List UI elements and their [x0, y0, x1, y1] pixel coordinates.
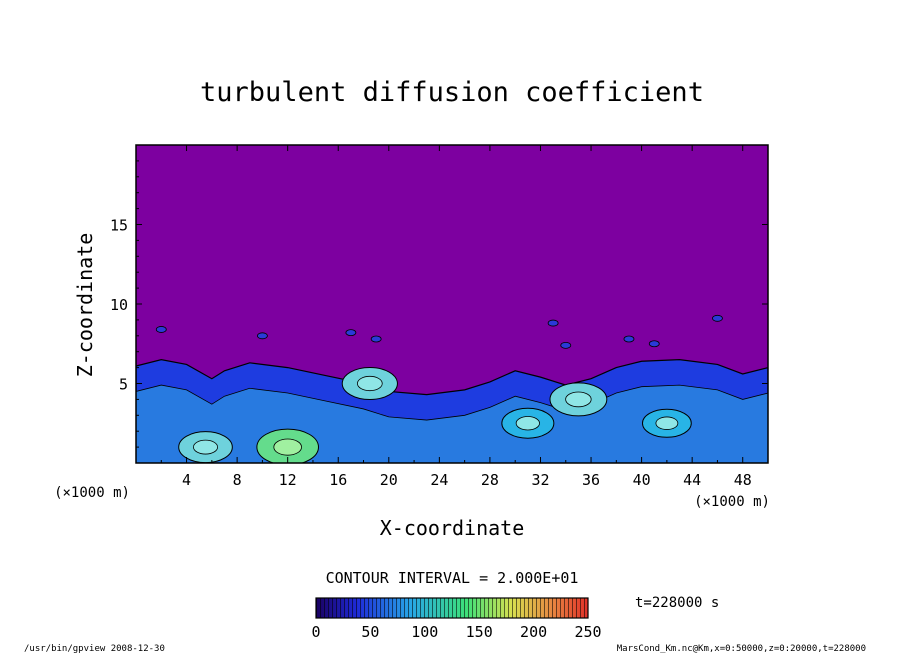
colorbar-tick-label: 100 — [411, 623, 438, 641]
high-value-core — [357, 375, 383, 392]
x-tick-label: 20 — [380, 471, 398, 489]
eddy-spot — [648, 340, 660, 348]
high-value-core — [515, 416, 540, 431]
x-tick-label: 4 — [182, 471, 191, 489]
eddy-spot — [155, 326, 167, 333]
x-tick-label: 12 — [279, 471, 297, 489]
x-unit-label: (×1000 m) — [694, 494, 770, 510]
eddy-spot — [712, 314, 723, 322]
x-tick-label: 28 — [481, 471, 499, 489]
high-value-core — [273, 438, 302, 456]
x-tick-label: 36 — [582, 471, 600, 489]
contour-interval-label: CONTOUR INTERVAL = 2.000E+01 — [326, 569, 579, 587]
eddy-spot — [370, 335, 382, 343]
colorbar-frame — [315, 597, 589, 619]
y-tick-marks: 5 10 15 — [110, 160, 768, 448]
colorbar-tick-label: 250 — [574, 623, 601, 641]
colorbar-stripes — [316, 598, 588, 618]
eddy-spot — [345, 329, 357, 337]
eddy-spot — [547, 319, 559, 327]
high-value-core — [655, 416, 679, 430]
colorbar-tick-label: 200 — [520, 623, 547, 641]
turbulence-field — [136, 314, 768, 463]
x-tick-label: 8 — [233, 471, 242, 489]
x-tick-label: 48 — [734, 471, 752, 489]
high-value-core — [565, 391, 592, 408]
eddy-spot — [560, 341, 572, 349]
y-axis-label: Z-coordinate — [73, 233, 97, 378]
y-tick-label: 15 — [110, 217, 128, 235]
colorbar-tick-label: 50 — [361, 623, 379, 641]
footer-right: MarsCond_Km.nc@Km,x=0:50000,z=0:20000,t=… — [617, 644, 866, 654]
footer-left: /usr/bin/gpview 2008-12-30 — [24, 644, 165, 654]
colorbar-tick-label: 0 — [311, 623, 320, 641]
y-unit-label: (×1000 m) — [54, 485, 130, 501]
y-tick-label: 5 — [119, 376, 128, 394]
x-tick-label: 16 — [329, 471, 347, 489]
eddy-spot — [256, 332, 268, 340]
colorbar: 0 50 100 150 200 250 — [311, 597, 602, 641]
x-tick-label: 44 — [683, 471, 701, 489]
time-label: t=228000 s — [635, 595, 719, 611]
y-tick-label: 10 — [110, 296, 128, 314]
x-tick-label: 32 — [531, 471, 549, 489]
chart-title: turbulent diffusion coefficient — [200, 77, 704, 108]
x-axis-label: X-coordinate — [380, 516, 525, 540]
eddy-spot — [623, 335, 635, 343]
x-tick-label: 24 — [430, 471, 448, 489]
high-value-core — [193, 439, 218, 455]
x-tick-label: 40 — [633, 471, 651, 489]
colorbar-tick-labels: 0 50 100 150 200 250 — [311, 623, 601, 641]
x-tick-marks: 4 8 12 16 20 24 28 32 36 40 44 48 — [160, 145, 752, 489]
colorbar-tick-label: 150 — [466, 623, 493, 641]
